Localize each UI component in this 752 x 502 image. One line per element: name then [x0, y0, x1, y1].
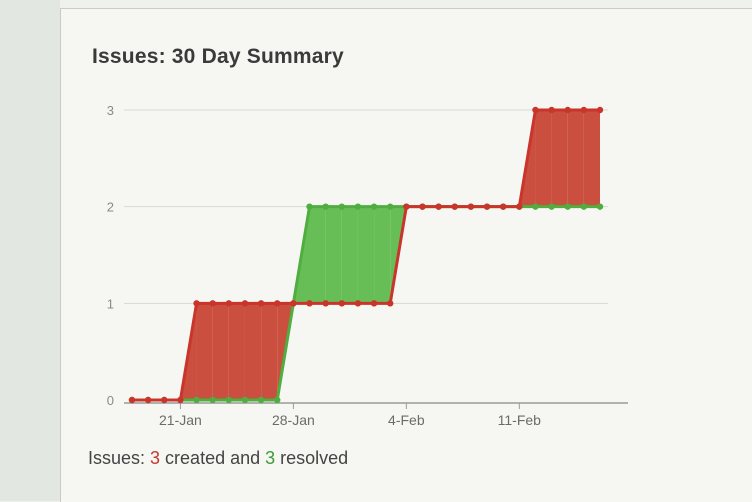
resolved-point [322, 203, 329, 210]
resolved-point [532, 203, 539, 210]
resolved-point [225, 396, 233, 404]
resolved-point [387, 203, 394, 210]
created-point [306, 300, 313, 307]
resolved-excess-area [374, 206, 391, 304]
created-excess-area [180, 303, 197, 400]
created-point [257, 300, 265, 307]
y-tick-label-1: 1 [107, 296, 114, 311]
resolved-point [564, 203, 571, 210]
resolved-point [548, 203, 555, 210]
created-count: 3 [150, 448, 161, 468]
resolved-point [596, 203, 604, 210]
created-excess-area [228, 303, 245, 400]
created-point [370, 300, 378, 307]
created-point [290, 300, 297, 307]
resolved-point [580, 203, 588, 210]
created-excess-area [535, 110, 552, 207]
resolved-point [209, 396, 216, 404]
summary-panel [60, 8, 752, 502]
created-excess-area [212, 303, 229, 400]
created-point [209, 300, 216, 307]
summary-suffix: resolved [275, 448, 349, 468]
resolved-point [257, 396, 265, 404]
created-point [354, 300, 362, 307]
resolved-excess-area [309, 206, 326, 304]
issues-chart: 0 1 2 3 21-Jan 28-Jan 4-Feb 11-Feb [107, 103, 628, 428]
created-point [580, 106, 588, 114]
created-point [499, 203, 507, 210]
resolved-point [274, 396, 281, 404]
x-tick-label-21-Jan: 21-Jan [159, 412, 202, 428]
created-excess-area [244, 303, 262, 400]
resolved-point [241, 396, 249, 404]
created-point [177, 396, 184, 404]
resolved-excess-area [341, 206, 358, 304]
resolved-point [306, 203, 313, 210]
created-point [241, 300, 249, 307]
created-point [451, 203, 458, 210]
resolved-count: 3 [265, 448, 276, 468]
resolved-point [354, 203, 362, 210]
created-point [419, 203, 426, 210]
summary-prefix: Issues: [88, 448, 151, 468]
created-point [144, 396, 152, 404]
resolved-excess-area [293, 206, 310, 304]
resolved-point [338, 203, 345, 210]
created-excess-area [567, 110, 584, 207]
created-point [435, 203, 442, 210]
created-point [516, 203, 523, 210]
created-point [596, 106, 604, 114]
resolved-excess-area [325, 206, 342, 304]
created-point [128, 396, 136, 404]
resolved-point [370, 203, 378, 210]
y-tick-label-0: 0 [107, 393, 114, 408]
created-point [225, 300, 233, 307]
created-point [483, 203, 491, 210]
created-excess-area [583, 110, 600, 207]
summary-middle: created and [160, 448, 266, 468]
created-point [548, 106, 555, 114]
created-point [467, 203, 475, 210]
chart-title: Issues: 30 Day Summary [92, 45, 344, 68]
created-point [193, 300, 200, 307]
created-excess-area [261, 303, 278, 400]
x-tick-label-28-Jan: 28-Jan [272, 412, 315, 428]
x-tick-label-4-Feb: 4-Feb [388, 412, 425, 428]
y-tick-label-2: 2 [107, 200, 114, 215]
created-excess-area [551, 110, 568, 207]
created-point [161, 396, 168, 404]
resolved-excess-area [357, 206, 375, 304]
created-excess-area [519, 110, 536, 207]
created-point [403, 203, 410, 210]
x-tick-label-11-Feb: 11-Feb [498, 412, 542, 428]
created-point [322, 300, 329, 307]
created-point [274, 300, 281, 307]
y-tick-label-3: 3 [107, 103, 114, 118]
created-point [564, 106, 571, 114]
created-point [387, 300, 394, 307]
left-sidebar-strip [0, 0, 60, 501]
resolved-point [193, 396, 200, 404]
created-excess-area [196, 303, 213, 400]
created-point [338, 300, 345, 307]
created-point [532, 106, 539, 114]
issues-summary-text: Issues: 3 created and 3 resolved [88, 448, 348, 469]
